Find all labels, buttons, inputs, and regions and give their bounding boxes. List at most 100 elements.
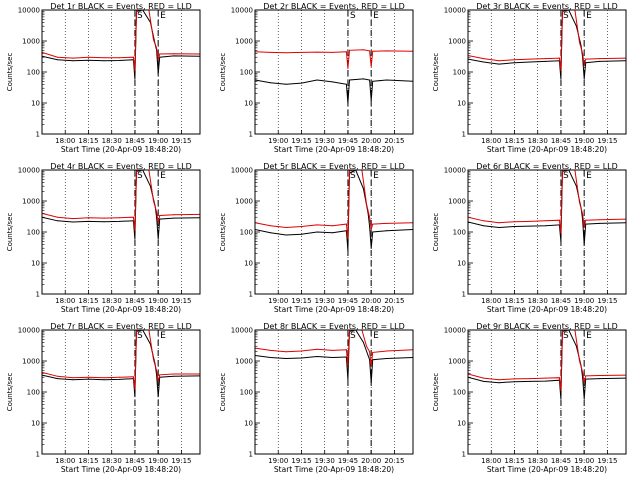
event-marker-label: S	[137, 171, 143, 181]
y-tick-label: 100	[27, 389, 40, 397]
data-point	[270, 225, 271, 227]
x-axis-label: Start Time (20-Apr-09 18:48:20)	[61, 465, 181, 474]
x-tick-label: 19:15	[597, 457, 617, 465]
data-point	[599, 375, 601, 376]
y-tick-label: 10000	[18, 167, 40, 175]
panel-title: Det 5r BLACK = Events, RED = LLD	[263, 162, 405, 171]
x-tick-label: 19:15	[597, 297, 617, 305]
panel-title: Det 9r BLACK = Events, RED = LLD	[476, 322, 618, 331]
data-point	[332, 232, 333, 234]
data-point	[372, 80, 374, 82]
y-tick-label: 100	[240, 69, 253, 77]
x-tick-label: 18:30	[528, 457, 548, 465]
data-point	[369, 50, 371, 52]
data-point	[134, 230, 136, 232]
x-tick-label: 19:15	[291, 457, 311, 465]
x-tick-label: 19:15	[291, 137, 311, 145]
data-point	[583, 243, 585, 245]
plot-frame	[41, 9, 201, 135]
plot-frame	[41, 169, 201, 295]
x-axis-label: Start Time (20-Apr-09 18:48:20)	[274, 465, 394, 474]
x-tick-label: 18:00	[481, 297, 501, 305]
data-point	[332, 51, 333, 53]
y-axis-label: Counts/sec	[432, 373, 440, 412]
data-point	[88, 217, 89, 219]
data-point	[498, 227, 500, 228]
data-point	[347, 68, 349, 69]
x-tick-label: 20:15	[384, 457, 404, 465]
events-series-line	[42, 10, 200, 79]
data-point	[585, 58, 587, 60]
x-tick-label: 20:15	[384, 137, 404, 145]
data-point	[173, 55, 175, 57]
data-point	[119, 60, 120, 61]
plot-frame	[254, 329, 414, 455]
data-point	[560, 240, 562, 242]
data-point	[575, 185, 577, 187]
data-point	[370, 100, 372, 101]
data-point	[349, 49, 350, 51]
data-point	[149, 185, 151, 187]
plot-frame	[254, 169, 414, 295]
x-tick-label: 19:15	[171, 457, 191, 465]
data-point	[88, 56, 89, 58]
data-point	[119, 217, 120, 219]
data-point	[316, 224, 318, 226]
x-tick-label: 19:45	[338, 457, 358, 465]
x-tick-label: 19:00	[148, 457, 168, 465]
x-tick-label: 19:00	[574, 297, 594, 305]
lld-series-line	[468, 170, 626, 234]
event-marker-label: E	[586, 171, 592, 181]
data-point	[157, 72, 159, 74]
x-tick-label: 18:30	[102, 297, 122, 305]
data-point	[349, 79, 350, 81]
data-point	[560, 78, 562, 80]
data-point	[270, 357, 271, 358]
plot-frame	[467, 9, 627, 135]
data-point	[316, 348, 318, 350]
x-tick-label: 19:00	[574, 137, 594, 145]
data-point	[159, 374, 161, 376]
data-point	[134, 389, 136, 390]
x-tick-label: 19:30	[315, 457, 335, 465]
y-tick-label: 10	[244, 260, 253, 268]
data-point	[529, 61, 531, 63]
y-tick-label: 10	[457, 260, 466, 268]
x-tick-label: 18:00	[55, 457, 75, 465]
event-marker-label: S	[350, 331, 356, 341]
event-marker-label: E	[586, 11, 592, 21]
x-tick-label: 19:45	[338, 137, 358, 145]
y-tick-label: 10	[31, 420, 40, 428]
data-point	[575, 345, 577, 347]
event-marker-label: E	[160, 331, 166, 341]
data-point	[386, 50, 388, 52]
y-axis-label: Counts/sec	[219, 53, 227, 92]
data-point	[575, 25, 577, 27]
data-point	[545, 58, 546, 60]
y-tick-label: 100	[453, 229, 466, 237]
data-point	[301, 233, 302, 235]
data-point	[347, 238, 349, 240]
x-tick-label: 20:00	[361, 137, 381, 145]
event-marker-label: S	[137, 331, 143, 341]
y-tick-label: 100	[27, 229, 40, 237]
data-point	[57, 59, 58, 61]
y-tick-label: 10000	[231, 7, 253, 15]
y-tick-label: 1	[462, 131, 466, 139]
data-point	[332, 349, 333, 351]
y-tick-label: 10	[244, 420, 253, 428]
x-tick-label: 20:00	[361, 297, 381, 305]
data-point	[560, 232, 562, 234]
panel-title: Det 3r BLACK = Events, RED = LLD	[476, 2, 618, 11]
y-tick-label: 1	[249, 291, 253, 299]
x-tick-label: 19:15	[291, 297, 311, 305]
data-point	[599, 378, 601, 380]
plot-frame	[41, 329, 201, 455]
data-point	[558, 57, 560, 59]
data-point	[583, 382, 585, 384]
data-point	[88, 378, 89, 380]
data-point	[285, 358, 287, 359]
data-point	[483, 377, 484, 379]
